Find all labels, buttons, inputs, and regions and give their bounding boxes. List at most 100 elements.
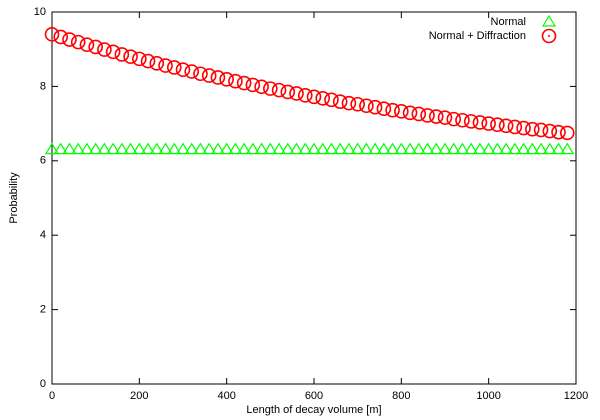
circle-point bbox=[507, 119, 523, 135]
triangle-point bbox=[114, 142, 129, 155]
triangle-point bbox=[193, 142, 208, 155]
circle-point bbox=[210, 70, 226, 85]
triangle-point bbox=[560, 142, 575, 155]
triangle-point bbox=[237, 142, 252, 155]
circle-point bbox=[525, 121, 540, 137]
circle-point bbox=[490, 117, 505, 133]
circle-point bbox=[350, 96, 365, 112]
triangle-point bbox=[376, 142, 391, 155]
circle-point bbox=[437, 110, 453, 125]
triangle-point bbox=[219, 142, 234, 155]
circle-point bbox=[158, 58, 173, 73]
triangle-point bbox=[429, 142, 444, 155]
triangle-point bbox=[175, 142, 191, 155]
circle-point bbox=[70, 34, 86, 50]
circle-point bbox=[132, 51, 147, 67]
circle-point bbox=[498, 118, 514, 134]
x-tick-label: 200 bbox=[130, 390, 148, 402]
circle-point bbox=[324, 92, 339, 108]
triangle-point bbox=[411, 142, 426, 155]
triangle-point bbox=[141, 142, 156, 155]
circle-point bbox=[201, 68, 217, 83]
circle-point bbox=[463, 114, 479, 129]
triangle-point bbox=[333, 142, 348, 155]
circle-point bbox=[44, 27, 60, 42]
circle-point bbox=[533, 122, 549, 138]
circle-point bbox=[420, 108, 435, 123]
triangle-point bbox=[394, 142, 409, 155]
triangle-point bbox=[306, 142, 322, 155]
circle-point bbox=[114, 47, 130, 62]
triangle-point bbox=[359, 142, 374, 155]
x-tick-label: 1000 bbox=[476, 390, 500, 402]
triangle-point bbox=[350, 142, 365, 155]
circle-point bbox=[306, 89, 322, 105]
circle-point bbox=[228, 73, 243, 89]
circle-point bbox=[149, 56, 165, 71]
triangle-point bbox=[149, 142, 164, 155]
circle-point bbox=[236, 75, 252, 91]
circle-point bbox=[376, 101, 392, 117]
circle-point bbox=[123, 49, 138, 64]
circle-point bbox=[166, 60, 182, 75]
circle-point bbox=[551, 124, 566, 140]
y-tick-label: 10 bbox=[34, 6, 46, 18]
x-axis-label: Length of decay volume [m] bbox=[246, 404, 381, 416]
circle-point bbox=[263, 81, 278, 96]
circle-point bbox=[193, 66, 208, 82]
y-tick-label: 6 bbox=[40, 155, 46, 167]
plot-frame bbox=[51, 11, 577, 385]
triangle-point bbox=[315, 142, 330, 155]
triangle-point bbox=[551, 142, 566, 155]
circle-point bbox=[271, 82, 287, 98]
triangle-point bbox=[272, 142, 287, 155]
triangle-point bbox=[455, 142, 470, 155]
x-tick-label: 1200 bbox=[564, 390, 588, 402]
triangle-point bbox=[420, 142, 435, 155]
triangle-point bbox=[210, 142, 225, 155]
triangle-point bbox=[472, 142, 487, 155]
x-tick-label: 400 bbox=[217, 390, 235, 402]
circle-point bbox=[97, 42, 112, 57]
y-tick-label: 8 bbox=[40, 80, 46, 92]
triangle-point bbox=[341, 142, 356, 155]
x-tick-label: 0 bbox=[49, 390, 55, 402]
triangle-point bbox=[490, 142, 505, 155]
triangle-point bbox=[132, 142, 147, 155]
circle-point bbox=[332, 94, 348, 109]
circle-point bbox=[385, 102, 400, 118]
triangle-point bbox=[158, 142, 173, 155]
circle-point bbox=[219, 72, 234, 87]
circle-point bbox=[297, 88, 313, 103]
circle-point bbox=[53, 29, 69, 45]
triangle-point bbox=[385, 142, 400, 155]
circle-point bbox=[394, 104, 409, 119]
triangle-point bbox=[525, 142, 540, 155]
triangle-point bbox=[280, 142, 295, 155]
triangle-point bbox=[324, 142, 339, 155]
circle-point bbox=[105, 44, 121, 60]
legend-marker bbox=[541, 28, 557, 44]
y-tick-label: 0 bbox=[40, 378, 46, 390]
triangle-point bbox=[368, 142, 383, 155]
circle-point bbox=[79, 37, 95, 53]
triangle-point bbox=[499, 142, 514, 155]
circle-point bbox=[367, 99, 383, 115]
triangle-point bbox=[184, 142, 199, 155]
triangle-point bbox=[228, 142, 243, 155]
circle-point bbox=[184, 64, 200, 79]
circle-point bbox=[289, 86, 304, 101]
triangle-point bbox=[167, 142, 182, 155]
triangle-point bbox=[53, 142, 68, 155]
circle-point bbox=[481, 116, 496, 131]
triangle-point bbox=[403, 142, 418, 155]
y-tick-label: 4 bbox=[40, 229, 46, 241]
triangle-point bbox=[123, 142, 138, 155]
triangle-point bbox=[464, 142, 479, 155]
circle-point bbox=[359, 98, 374, 114]
legend-label: Normal bbox=[491, 16, 526, 28]
legend-label: Normal + Diffraction bbox=[429, 30, 526, 42]
triangle-point bbox=[88, 142, 103, 155]
circle-point bbox=[516, 120, 531, 136]
